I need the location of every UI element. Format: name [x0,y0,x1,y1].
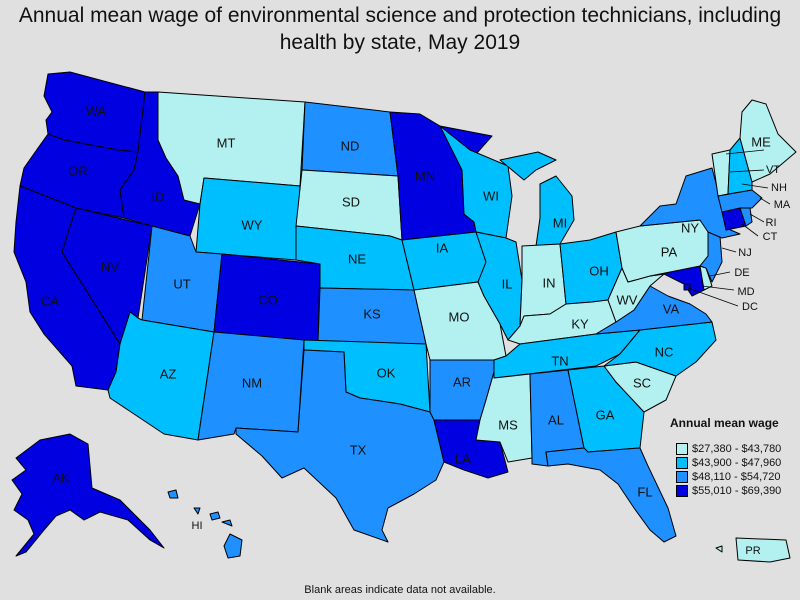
state-NJ[interactable] [699,231,723,283]
legend-swatch [676,471,688,484]
label-OR: OR [68,163,88,178]
label-LA: LA [455,451,471,466]
state-PR[interactable] [735,537,791,563]
footnote: Blank areas indicate data not available. [304,584,496,596]
label-ME: ME [751,134,771,149]
label-TX: TX [350,442,367,457]
label-SD: SD [342,194,360,209]
label-WV: WV [617,292,638,307]
legend-title: Annual mean wage [670,416,779,430]
label-TN: TN [551,353,568,368]
state-MT[interactable] [157,91,306,205]
label-DC: DC [742,301,758,313]
label-MS: MS [498,417,518,432]
legend-label: $27,380 - $43,780 [692,443,782,455]
state-MI[interactable] [499,151,575,247]
label-OH: OH [589,263,609,278]
label-AR: AR [453,374,471,389]
legend-item: $43,900 - $47,960 [676,457,781,471]
map-title: Annual mean wage of environmental scienc… [18,4,782,54]
state-NC[interactable] [603,321,717,377]
label-NV: NV [101,259,119,274]
label-NM: NM [242,375,262,390]
state-FL[interactable] [545,447,677,543]
label-NE: NE [348,251,366,266]
state-labels: WA OR CA NV ID MT WY UT AZ CO NM ND SD N… [41,103,791,556]
state-DC[interactable] [683,283,691,291]
state-TX[interactable] [235,349,445,543]
label-DE: DE [734,267,749,279]
label-MI: MI [553,215,567,230]
legend-swatch [676,457,688,470]
label-MN: MN [415,168,435,183]
label-ND: ND [341,138,360,153]
label-NJ: NJ [738,247,751,259]
label-IA: IA [436,240,449,255]
legend-swatch [676,443,688,456]
legend-label: $55,010 - $69,390 [692,485,782,497]
label-WY: WY [242,217,263,232]
label-AL: AL [548,412,564,427]
label-NC: NC [655,344,674,359]
label-CO: CO [258,292,278,307]
label-ID: ID [152,189,165,204]
state-ME[interactable] [739,99,797,183]
state-HI[interactable] [167,489,243,559]
legend-item: $48,110 - $54,720 [676,471,780,485]
label-WI: WI [483,188,499,203]
state-NH[interactable] [727,137,753,195]
label-VA: VA [663,301,680,316]
label-MT: MT [217,135,236,150]
label-WA: WA [86,103,107,118]
legend-item: $27,380 - $43,780 [676,443,781,457]
label-MO: MO [449,309,470,324]
label-GA: GA [596,407,615,422]
label-IN: IN [543,275,556,290]
legend-label: $43,900 - $47,960 [692,457,782,469]
label-PA: PA [661,244,678,259]
label-HI: HI [192,520,203,532]
label-KY: KY [571,316,589,331]
label-RI: RI [766,217,777,229]
label-PR: PR [745,545,760,557]
legend-swatch [676,485,688,498]
label-IL: IL [502,276,513,291]
label-VT: VT [766,164,780,176]
label-FL: FL [637,484,652,499]
label-AZ: AZ [160,366,177,381]
legend-label: $48,110 - $54,720 [692,471,781,483]
label-MD: MD [737,286,754,298]
label-UT: UT [173,276,190,291]
label-NH: NH [771,182,787,194]
label-MA: MA [774,199,791,211]
state-AK[interactable] [11,433,165,557]
label-AK: AK [52,470,70,485]
label-SC: SC [633,375,651,390]
label-KS: KS [363,306,381,321]
label-CT: CT [763,231,778,243]
label-OK: OK [377,365,396,380]
legend-item: $55,010 - $69,390 [676,485,781,499]
leader-lines [687,149,771,307]
label-CA: CA [41,293,59,308]
state-PR-islet [715,545,723,553]
label-NY: NY [681,220,699,235]
